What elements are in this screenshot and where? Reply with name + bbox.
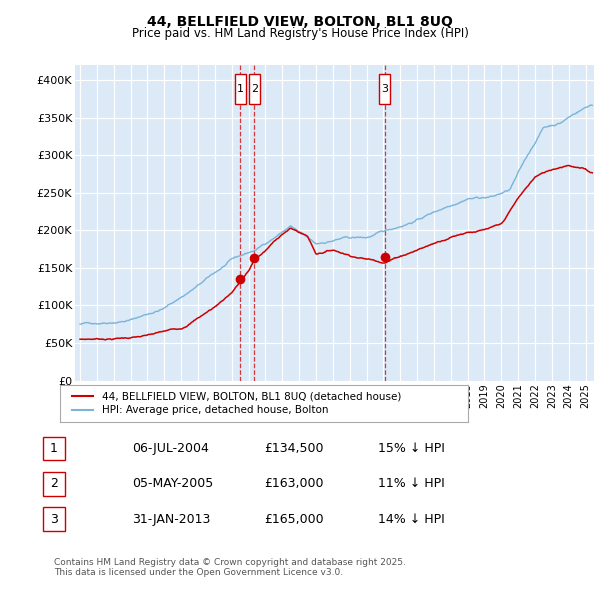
Text: 2: 2	[50, 477, 58, 490]
Text: 15% ↓ HPI: 15% ↓ HPI	[378, 442, 445, 455]
Text: 06-JUL-2004: 06-JUL-2004	[132, 442, 209, 455]
Text: £163,000: £163,000	[264, 477, 323, 490]
Text: £134,500: £134,500	[264, 442, 323, 455]
Text: 1: 1	[237, 84, 244, 94]
Text: 3: 3	[50, 513, 58, 526]
Text: 14% ↓ HPI: 14% ↓ HPI	[378, 513, 445, 526]
Legend: 44, BELLFIELD VIEW, BOLTON, BL1 8UQ (detached house), HPI: Average price, detach: 44, BELLFIELD VIEW, BOLTON, BL1 8UQ (det…	[69, 389, 404, 418]
FancyBboxPatch shape	[235, 74, 246, 104]
Text: Price paid vs. HM Land Registry's House Price Index (HPI): Price paid vs. HM Land Registry's House …	[131, 27, 469, 40]
Text: 2: 2	[251, 84, 258, 94]
Text: Contains HM Land Registry data © Crown copyright and database right 2025.
This d: Contains HM Land Registry data © Crown c…	[54, 558, 406, 577]
Text: £165,000: £165,000	[264, 513, 323, 526]
FancyBboxPatch shape	[248, 74, 260, 104]
Text: 05-MAY-2005: 05-MAY-2005	[132, 477, 213, 490]
Text: 3: 3	[381, 84, 388, 94]
Text: 31-JAN-2013: 31-JAN-2013	[132, 513, 211, 526]
Text: 1: 1	[50, 442, 58, 455]
Text: 44, BELLFIELD VIEW, BOLTON, BL1 8UQ: 44, BELLFIELD VIEW, BOLTON, BL1 8UQ	[147, 15, 453, 29]
Text: 11% ↓ HPI: 11% ↓ HPI	[378, 477, 445, 490]
FancyBboxPatch shape	[379, 74, 391, 104]
